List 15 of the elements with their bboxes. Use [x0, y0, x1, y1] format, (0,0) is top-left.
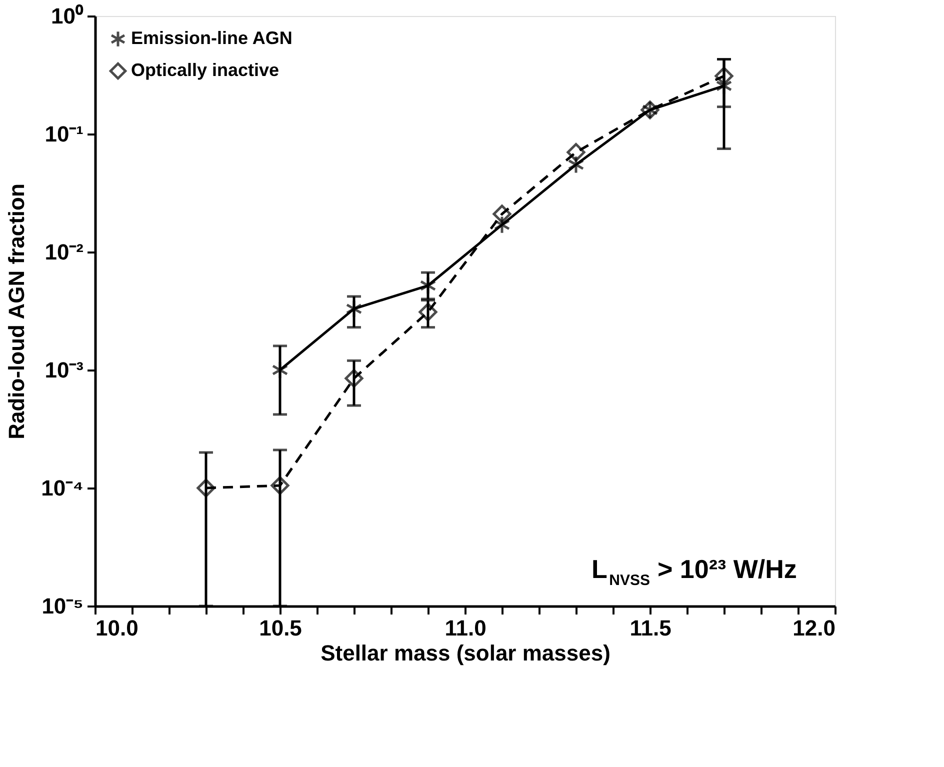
x-tick-label: 11.5	[630, 616, 672, 640]
legend-label: Optically inactive	[131, 60, 280, 80]
legend-label: Emission-line AGN	[131, 28, 292, 48]
y-tick-label: 10⁻⁵	[42, 594, 84, 618]
x-tick-label: 12.0	[792, 616, 836, 640]
x-tick-label: 10.5	[259, 616, 302, 640]
y-tick-label: 10⁻²	[44, 240, 84, 264]
y-axis-title: Radio-loud AGN fraction	[4, 184, 30, 440]
y-tick-label: 10⁰	[51, 4, 84, 28]
y-tick-label: 10⁻⁴	[41, 476, 84, 500]
x-tick-label: 10.0	[96, 616, 138, 640]
y-tick-label: 10⁻³	[44, 358, 84, 382]
x-tick-label: 11.0	[444, 616, 486, 640]
y-tick-label: 10⁻¹	[44, 122, 84, 146]
x-axis-title: Stellar mass (solar masses)	[320, 640, 610, 666]
